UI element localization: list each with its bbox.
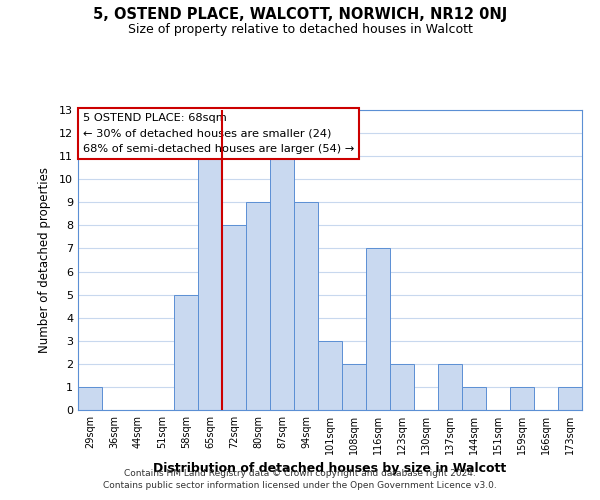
Bar (174, 294, 198, 410)
Y-axis label: Number of detached properties: Number of detached properties (38, 167, 50, 353)
X-axis label: Distribution of detached houses by size in Walcott: Distribution of detached houses by size … (154, 462, 506, 475)
Bar (78, 387, 102, 410)
Text: Contains public sector information licensed under the Open Government Licence v3: Contains public sector information licen… (103, 481, 497, 490)
Text: 5 OSTEND PLACE: 68sqm
← 30% of detached houses are smaller (24)
68% of semi-deta: 5 OSTEND PLACE: 68sqm ← 30% of detached … (83, 113, 354, 154)
Bar (342, 364, 366, 410)
Text: Size of property relative to detached houses in Walcott: Size of property relative to detached ho… (128, 22, 472, 36)
Bar (390, 364, 414, 410)
Bar (438, 364, 462, 410)
Bar (462, 387, 486, 410)
Bar (222, 226, 246, 410)
Text: 5, OSTEND PLACE, WALCOTT, NORWICH, NR12 0NJ: 5, OSTEND PLACE, WALCOTT, NORWICH, NR12 … (93, 8, 507, 22)
Bar (246, 202, 270, 410)
Bar (198, 156, 222, 410)
Bar (558, 387, 582, 410)
Bar (366, 248, 390, 410)
Bar (318, 341, 342, 410)
Bar (510, 387, 534, 410)
Bar (270, 156, 294, 410)
Text: Contains HM Land Registry data © Crown copyright and database right 2024.: Contains HM Land Registry data © Crown c… (124, 468, 476, 477)
Bar (294, 202, 318, 410)
